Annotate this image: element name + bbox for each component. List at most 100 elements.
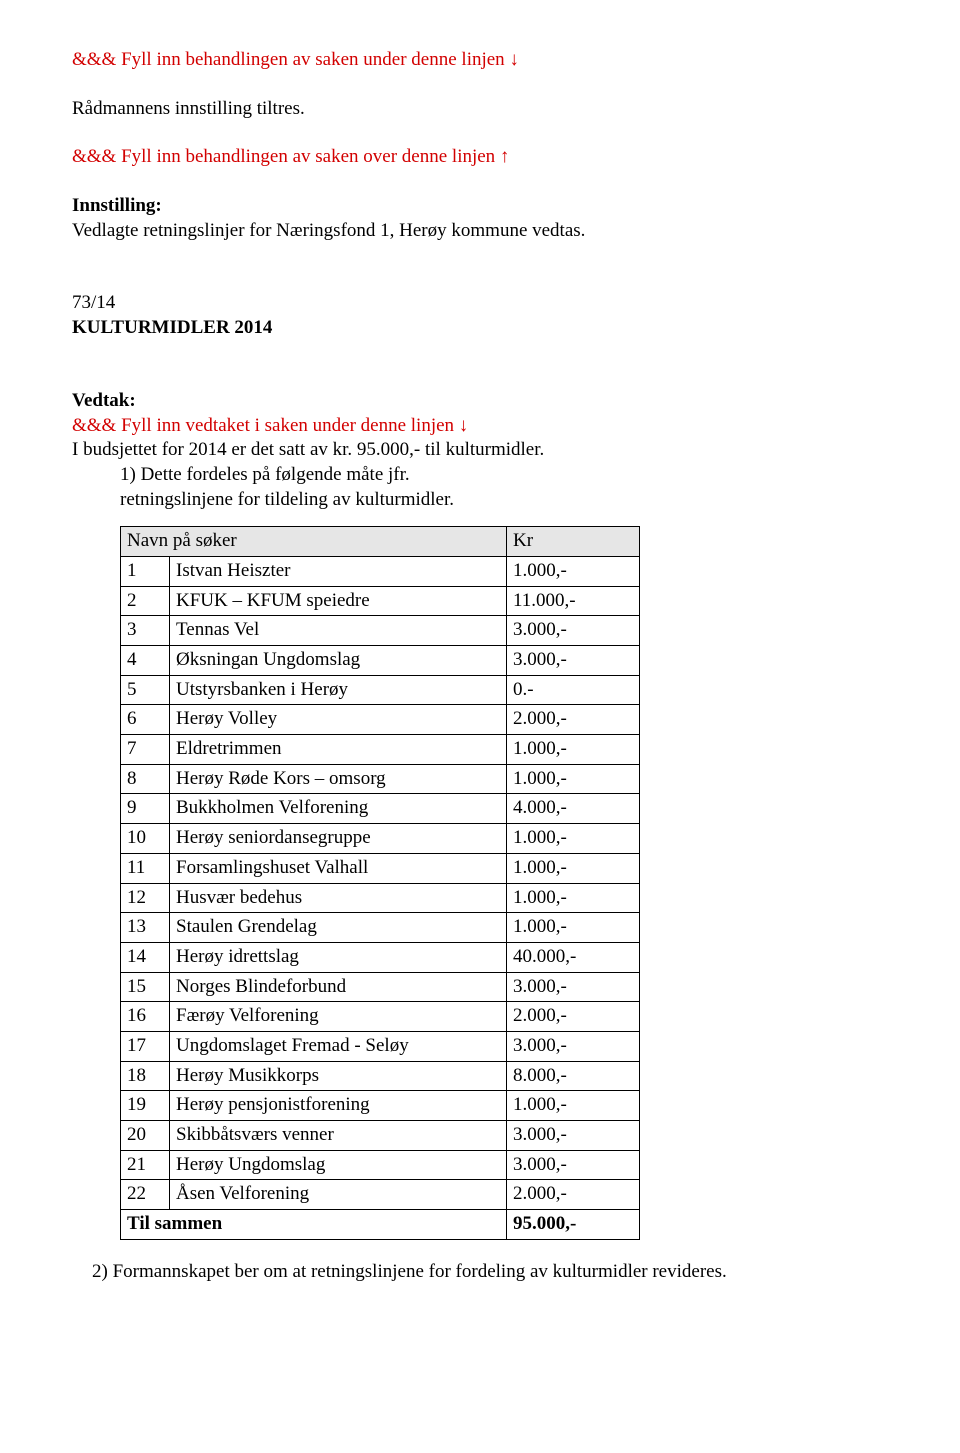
col-header-kr: Kr [507,527,640,557]
row-number: 7 [121,735,170,765]
row-amount: 3.000,- [507,1031,640,1061]
row-name: Ungdomslaget Fremad - Seløy [170,1031,507,1061]
table-row: 18Herøy Musikkorps8.000,- [121,1061,640,1091]
vedtak-marker: &&& Fyll inn vedtaket i saken under denn… [72,414,888,439]
row-name: Bukkholmen Velforening [170,794,507,824]
item2-text: Formannskapet ber om at retningslinjene … [113,1261,727,1282]
row-amount: 1.000,- [507,764,640,794]
row-name: Herøy Ungdomslag [170,1150,507,1180]
row-number: 8 [121,764,170,794]
row-amount: 40.000,- [507,942,640,972]
item1-num: 1) [120,464,136,485]
row-name: Husvær bedehus [170,883,507,913]
row-number: 10 [121,824,170,854]
row-amount: 1.000,- [507,556,640,586]
table-row: 16Færøy Velforening2.000,- [121,1002,640,1032]
row-amount: 1.000,- [507,883,640,913]
row-amount: 2.000,- [507,1180,640,1210]
row-name: Norges Blindeforbund [170,972,507,1002]
table-row: 14Herøy idrettslag40.000,- [121,942,640,972]
table-row: 12Husvær bedehus1.000,- [121,883,640,913]
row-number: 19 [121,1091,170,1121]
row-number: 14 [121,942,170,972]
row-number: 2 [121,586,170,616]
row-number: 15 [121,972,170,1002]
table-row: 4Øksningan Ungdomslag3.000,- [121,646,640,676]
row-name: Utstyrsbanken i Herøy [170,675,507,705]
row-name: Tennas Vel [170,616,507,646]
row-number: 4 [121,646,170,676]
row-number: 22 [121,1180,170,1210]
table-row: 21Herøy Ungdomslag3.000,- [121,1150,640,1180]
vedtak-label: Vedtak: [72,389,888,414]
marker-fill-over: &&& Fyll inn behandlingen av saken over … [72,145,888,170]
radmann-innstilling: Rådmannens innstilling tiltres. [72,97,888,122]
row-number: 12 [121,883,170,913]
row-name: Herøy idrettslag [170,942,507,972]
row-name: KFUK – KFUM speiedre [170,586,507,616]
row-amount: 3.000,- [507,972,640,1002]
row-name: Forsamlingshuset Valhall [170,853,507,883]
row-amount: 4.000,- [507,794,640,824]
row-number: 20 [121,1121,170,1151]
row-amount: 2.000,- [507,705,640,735]
table-row: 7Eldretrimmen1.000,- [121,735,640,765]
table-row: 22Åsen Velforening2.000,- [121,1180,640,1210]
row-number: 9 [121,794,170,824]
row-number: 11 [121,853,170,883]
table-row: 10Herøy seniordansegruppe1.000,- [121,824,640,854]
row-name: Færøy Velforening [170,1002,507,1032]
row-amount: 3.000,- [507,616,640,646]
row-number: 18 [121,1061,170,1091]
row-amount: 1.000,- [507,853,640,883]
row-name: Herøy Musikkorps [170,1061,507,1091]
budget-line: I budsjettet for 2014 er det satt av kr.… [72,438,888,463]
row-amount: 0.- [507,675,640,705]
row-amount: 3.000,- [507,1121,640,1151]
row-name: Herøy pensjonistforening [170,1091,507,1121]
row-amount: 11.000,- [507,586,640,616]
row-name: Herøy Volley [170,705,507,735]
row-amount: 1.000,- [507,913,640,943]
item2-num: 2) [92,1261,108,1282]
kulturmidler-table: Navn på søker Kr 1Istvan Heiszter1.000,-… [120,526,640,1240]
table-row: 15Norges Blindeforbund3.000,- [121,972,640,1002]
table-row: 3Tennas Vel3.000,- [121,616,640,646]
row-name: Åsen Velforening [170,1180,507,1210]
table-row: 20Skibbåtsværs venner3.000,- [121,1121,640,1151]
row-number: 21 [121,1150,170,1180]
case-title: KULTURMIDLER 2014 [72,316,888,341]
table-row: 1Istvan Heiszter1.000,- [121,556,640,586]
row-amount: 1.000,- [507,824,640,854]
row-number: 16 [121,1002,170,1032]
row-amount: 8.000,- [507,1061,640,1091]
table-row: 6Herøy Volley2.000,- [121,705,640,735]
list-item-2: 2) Formannskapet ber om at retningslinje… [72,1260,888,1285]
row-name: Øksningan Ungdomslag [170,646,507,676]
row-number: 3 [121,616,170,646]
table-footer-label: Til sammen [121,1210,507,1240]
row-name: Istvan Heiszter [170,556,507,586]
row-name: Staulen Grendelag [170,913,507,943]
table-row: 19Herøy pensjonistforening1.000,- [121,1091,640,1121]
row-name: Herøy seniordansegruppe [170,824,507,854]
row-name: Eldretrimmen [170,735,507,765]
row-number: 6 [121,705,170,735]
item1-text-a: Dette fordeles på følgende måte jfr. [141,464,410,485]
row-number: 13 [121,913,170,943]
item1-text-b: retningslinjene for tildeling av kulturm… [120,488,888,513]
col-header-name: Navn på søker [121,527,507,557]
row-amount: 3.000,- [507,646,640,676]
row-amount: 2.000,- [507,1002,640,1032]
row-name: Skibbåtsværs venner [170,1121,507,1151]
list-item-1: 1) Dette fordeles på følgende måte jfr. … [72,463,888,512]
table-row: 5Utstyrsbanken i Herøy 0.- [121,675,640,705]
row-amount: 1.000,- [507,1091,640,1121]
table-footer-total: 95.000,- [507,1210,640,1240]
row-number: 1 [121,556,170,586]
table-row: 8Herøy Røde Kors – omsorg1.000,- [121,764,640,794]
case-ref: 73/14 [72,291,888,316]
row-number: 5 [121,675,170,705]
table-row: 2KFUK – KFUM speiedre11.000,- [121,586,640,616]
table-row: 13Staulen Grendelag1.000,- [121,913,640,943]
